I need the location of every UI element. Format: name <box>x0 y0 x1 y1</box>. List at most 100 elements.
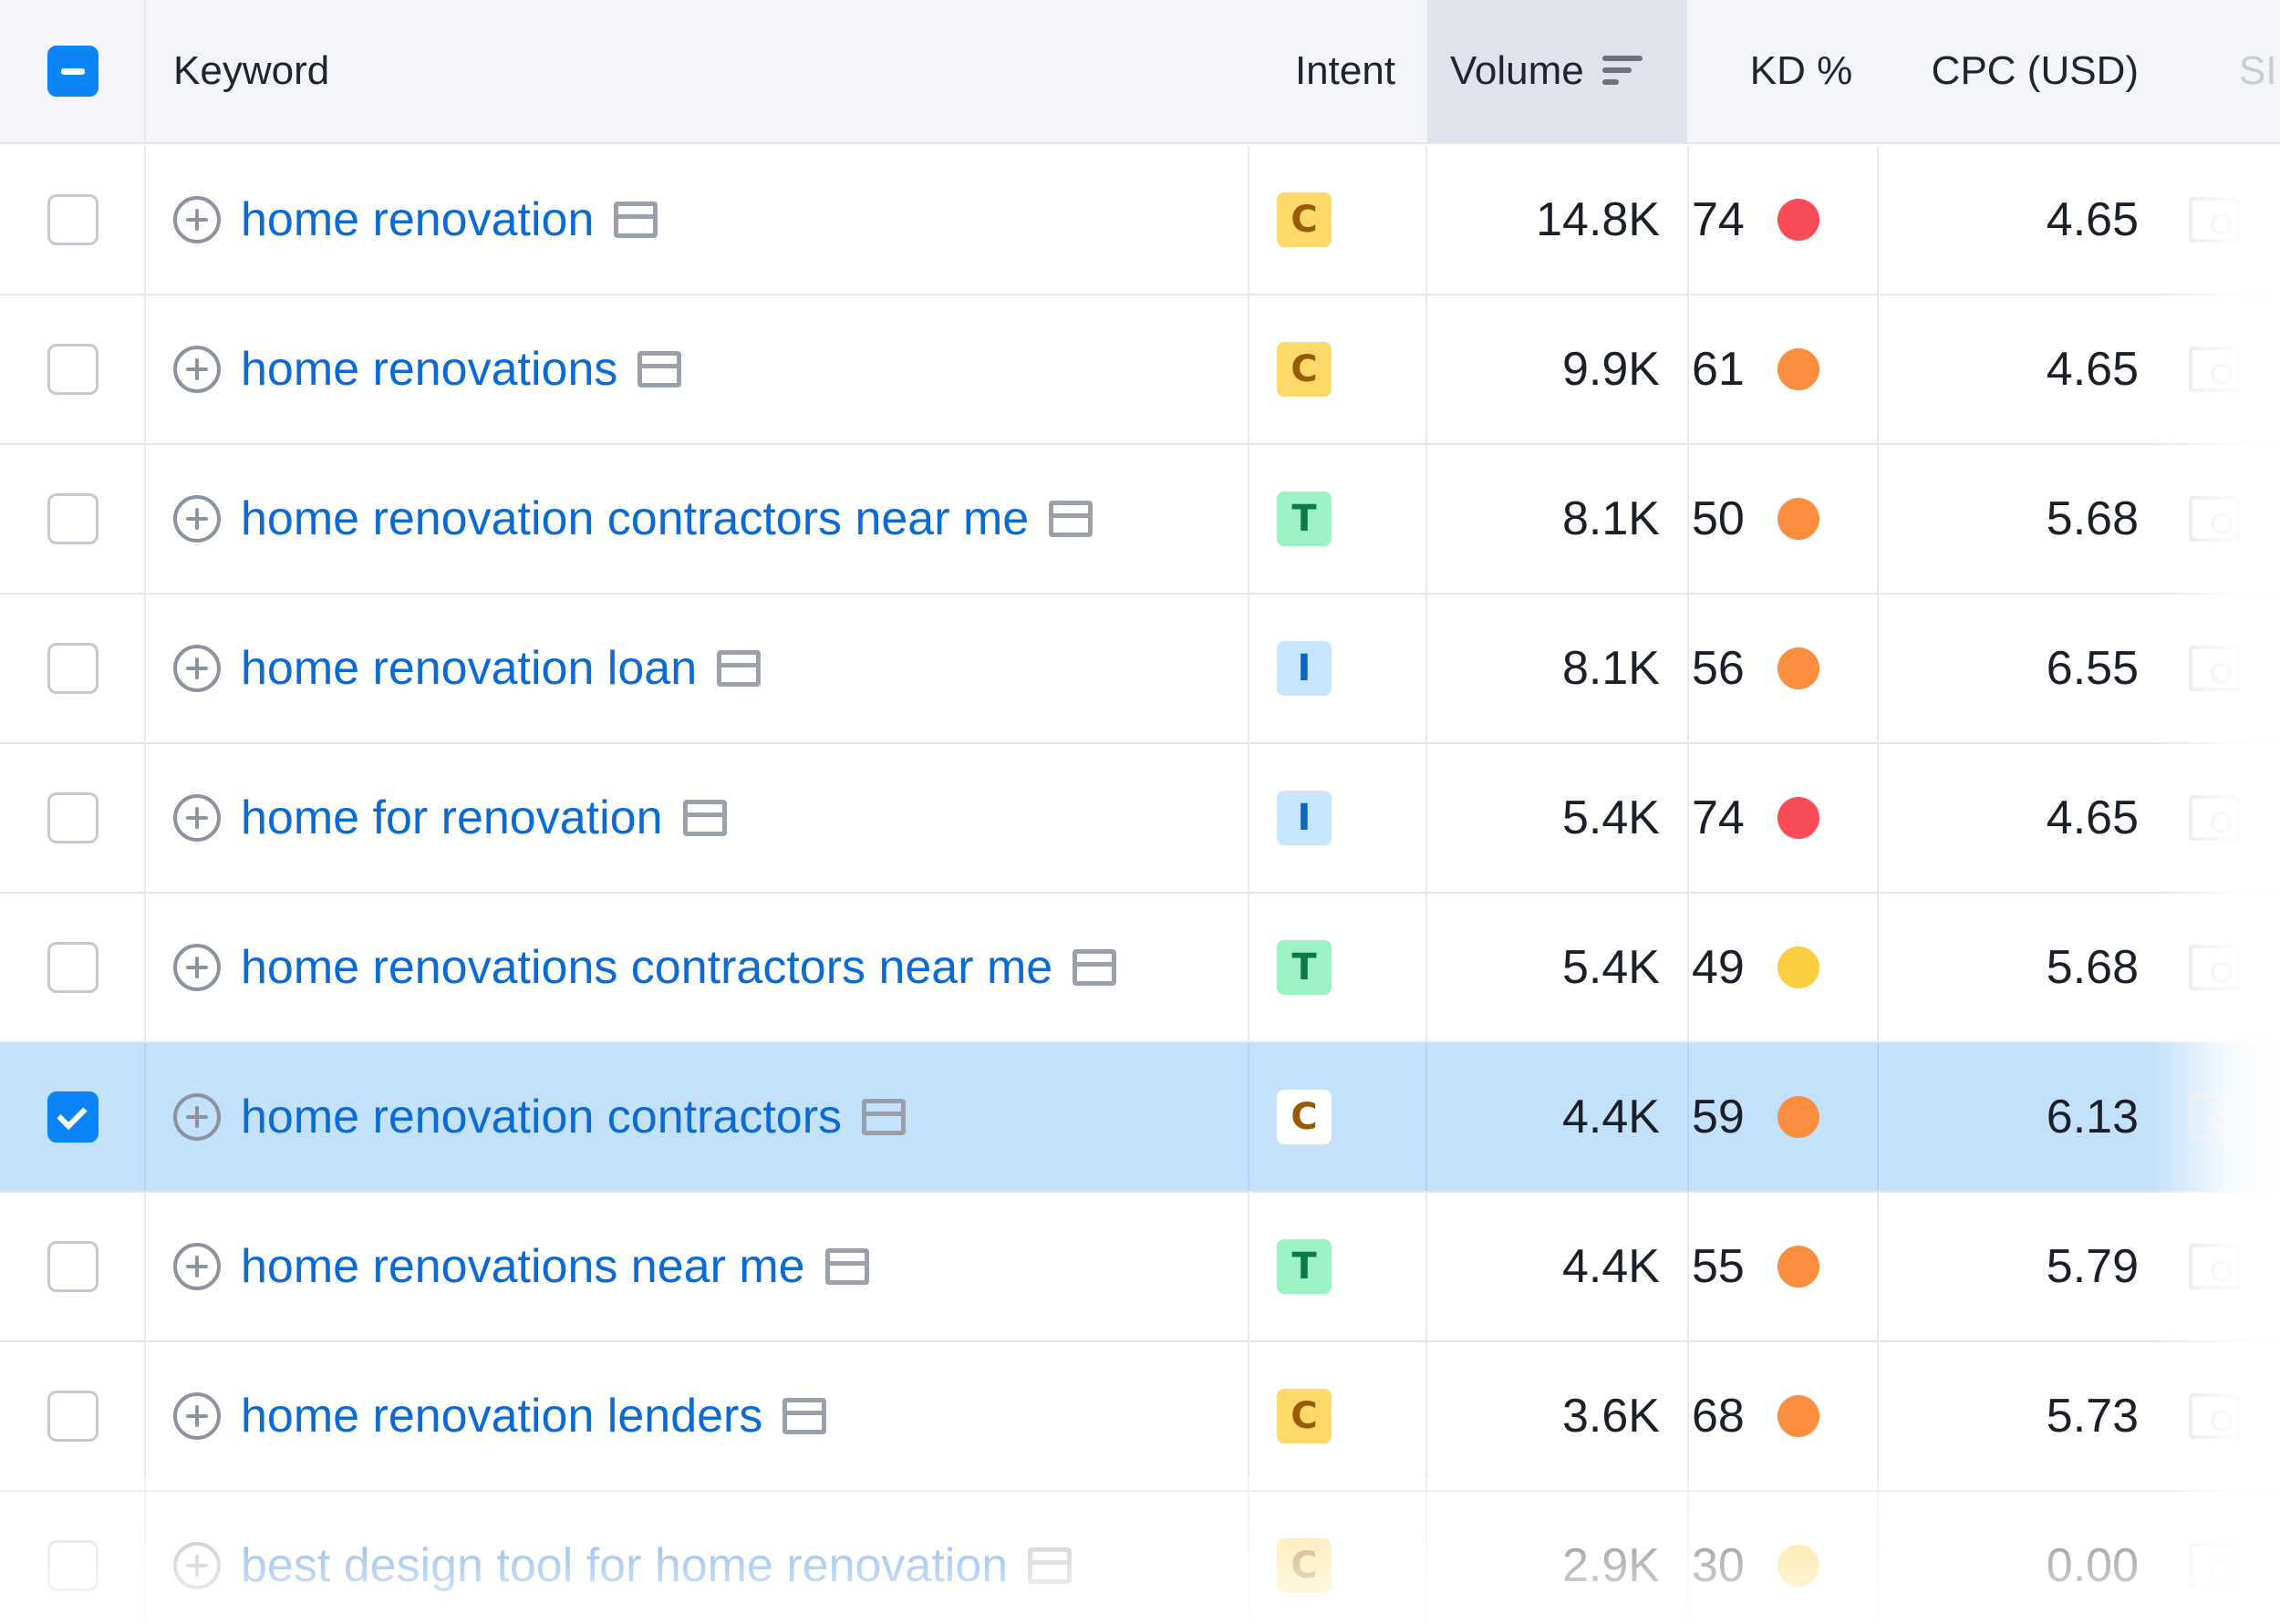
add-to-list-icon[interactable] <box>173 1542 221 1589</box>
keyword-link[interactable]: best design tool for home renovation <box>241 1539 1009 1592</box>
intent-header-label: Intent <box>1294 48 1396 93</box>
volume-cell: 8.1K <box>1441 595 1660 742</box>
column-divider <box>1687 1342 1689 1490</box>
serp-preview-icon[interactable] <box>1028 1547 1073 1584</box>
row-checkbox[interactable] <box>47 1241 98 1292</box>
row-checkbox[interactable] <box>47 792 98 843</box>
row-checkbox[interactable] <box>47 194 98 245</box>
add-to-list-icon[interactable] <box>173 944 221 991</box>
serp-preview-icon[interactable] <box>682 800 727 836</box>
row-checkbox[interactable] <box>47 643 98 694</box>
volume-value: 5.4K <box>1562 791 1660 844</box>
keyword-link[interactable]: home renovation loan <box>241 642 698 695</box>
serp-preview-icon[interactable] <box>637 351 682 388</box>
serp-cell <box>2189 1492 2280 1624</box>
keyword-link[interactable]: home renovation contractors near me <box>241 492 1030 545</box>
kd-value: 74 <box>1692 193 1745 246</box>
table-row[interactable]: home renovation C 14.8K 74 4.65 <box>0 146 2280 295</box>
table-row[interactable]: home renovation contractors near me T 8.1K… <box>0 445 2280 595</box>
table-row[interactable]: home renovations C 9.9K 61 4.65 <box>0 295 2280 445</box>
column-divider <box>1877 1193 1879 1340</box>
row-checkbox[interactable] <box>47 344 98 395</box>
serp-search-icon[interactable] <box>2189 496 2240 542</box>
kd-value: 74 <box>1692 791 1745 844</box>
intent-badge: T <box>1277 940 1332 995</box>
column-divider <box>1877 744 1879 892</box>
keyword-link[interactable]: home renovations near me <box>241 1240 805 1293</box>
row-checkbox[interactable] <box>47 1091 98 1143</box>
column-divider <box>1248 595 1249 742</box>
keyword-link[interactable]: home renovation <box>241 193 595 246</box>
keyword-link[interactable]: home renovation lenders <box>241 1390 763 1443</box>
serp-cell <box>2189 146 2280 294</box>
row-checkbox[interactable] <box>47 493 98 544</box>
add-to-list-icon[interactable] <box>173 1093 221 1141</box>
table-row[interactable]: home renovation loan I 8.1K 56 6.55 <box>0 595 2280 744</box>
keyword-link[interactable]: home renovations <box>241 343 618 396</box>
column-divider <box>1687 744 1689 892</box>
table-row[interactable]: home renovation lenders C 3.6K 68 5.73 <box>0 1342 2280 1492</box>
intent-column-header[interactable]: Intent <box>1268 0 1423 142</box>
add-to-list-icon[interactable] <box>173 1392 221 1440</box>
keyword-cell: home renovation <box>173 146 1249 294</box>
volume-value: 9.9K <box>1562 343 1660 396</box>
serp-search-icon[interactable] <box>2189 1094 2240 1140</box>
keyword-link[interactable]: home renovations contractors near me <box>241 941 1053 994</box>
serp-cell <box>2189 445 2280 593</box>
serp-preview-icon[interactable] <box>782 1398 827 1434</box>
add-to-list-icon[interactable] <box>173 1243 221 1290</box>
kd-column-header[interactable]: KD % <box>1715 0 1888 142</box>
column-divider <box>1248 146 1249 294</box>
table-row[interactable]: home renovations contractors near me T 5.4… <box>0 894 2280 1043</box>
keyword-cell: home renovation contractors near me <box>173 445 1249 593</box>
serp-search-icon[interactable] <box>2189 1393 2240 1439</box>
serp-search-icon[interactable] <box>2189 197 2240 243</box>
table-row[interactable]: home for renovation I 5.4K 74 4.65 <box>0 744 2280 894</box>
add-to-list-icon[interactable] <box>173 495 221 543</box>
serp-preview-icon[interactable] <box>717 650 762 687</box>
select-all-checkbox[interactable] <box>47 46 98 97</box>
intent-cell: I <box>1277 595 1332 742</box>
volume-column-header[interactable]: Volume <box>1450 0 1678 142</box>
intent-cell: C <box>1277 1492 1332 1624</box>
keyword-column-header[interactable]: Keyword <box>173 0 1249 142</box>
add-to-list-icon[interactable] <box>173 346 221 393</box>
serp-column-header[interactable]: SI <box>2239 0 2277 142</box>
serp-preview-icon[interactable] <box>862 1099 907 1135</box>
cpc-value: 5.79 <box>2046 1240 2139 1293</box>
kd-value: 56 <box>1692 642 1745 695</box>
add-to-list-icon[interactable] <box>173 645 221 692</box>
keyword-link[interactable]: home renovation contractors <box>241 1091 843 1143</box>
row-checkbox[interactable] <box>47 1391 98 1442</box>
column-divider <box>1425 1193 1427 1340</box>
intent-badge: T <box>1277 491 1332 546</box>
table-row[interactable]: home renovation contractors C 4.4K 59 6.13 <box>0 1043 2280 1193</box>
serp-preview-icon[interactable] <box>614 202 658 238</box>
kd-difficulty-dot <box>1777 498 1819 540</box>
serp-search-icon[interactable] <box>2189 646 2240 691</box>
table-row[interactable]: best design tool for home renovation C 2.9… <box>0 1492 2280 1624</box>
row-checkbox[interactable] <box>47 1540 98 1591</box>
column-divider <box>1687 295 1689 443</box>
serp-preview-icon[interactable] <box>1073 949 1117 986</box>
serp-search-icon[interactable] <box>2189 795 2240 841</box>
serp-search-icon[interactable] <box>2189 945 2240 990</box>
keyword-link[interactable]: home for renovation <box>241 791 663 844</box>
serp-preview-icon[interactable] <box>824 1248 869 1285</box>
volume-value: 4.4K <box>1562 1091 1660 1143</box>
add-to-list-icon[interactable] <box>173 196 221 243</box>
table-row[interactable]: home renovations near me T 4.4K 55 5.79 <box>0 1193 2280 1342</box>
serp-search-icon[interactable] <box>2189 1244 2240 1289</box>
cpc-column-header[interactable]: CPC (USD) <box>1897 0 2139 142</box>
serp-preview-icon[interactable] <box>1049 501 1093 537</box>
row-checkbox[interactable] <box>47 942 98 993</box>
sort-descending-icon[interactable] <box>1601 56 1643 87</box>
kd-difficulty-dot <box>1777 1545 1819 1587</box>
cpc-header-label: CPC (USD) <box>1931 48 2139 93</box>
row-select-cell <box>0 1492 146 1624</box>
serp-search-icon[interactable] <box>2189 1543 2240 1588</box>
volume-header-label: Volume <box>1450 48 1584 93</box>
add-to-list-icon[interactable] <box>173 794 221 842</box>
serp-search-icon[interactable] <box>2189 347 2240 392</box>
column-divider <box>1877 146 1879 294</box>
